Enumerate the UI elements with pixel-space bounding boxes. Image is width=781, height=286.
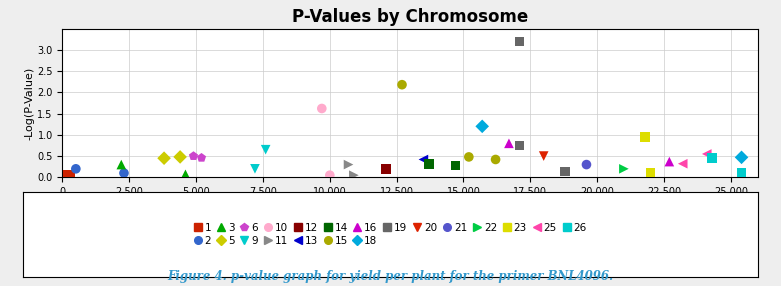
Point	[559, 169, 572, 174]
Point	[676, 161, 689, 166]
Point	[115, 162, 127, 167]
Point	[735, 171, 747, 175]
Point	[449, 163, 462, 168]
Point	[248, 166, 261, 171]
Point	[62, 172, 74, 177]
X-axis label: Position: Position	[388, 200, 432, 210]
Point	[644, 171, 657, 175]
Point	[323, 173, 336, 178]
Point	[513, 39, 526, 44]
Point	[423, 161, 435, 166]
Point	[537, 154, 550, 158]
Point	[663, 159, 676, 164]
Point	[259, 147, 272, 152]
Point	[476, 124, 488, 129]
Point	[396, 82, 408, 87]
Point	[701, 152, 713, 156]
Point	[503, 141, 515, 146]
Point	[342, 162, 355, 167]
Point	[513, 143, 526, 148]
Point	[158, 156, 170, 160]
Point	[348, 173, 360, 178]
Y-axis label: -Log(P-Value): -Log(P-Value)	[24, 66, 34, 140]
Point	[174, 155, 187, 159]
Text: Figure 4. p-value graph for yield per plant for the primer BNL4096.: Figure 4. p-value graph for yield per pl…	[167, 270, 614, 283]
Point	[462, 155, 475, 159]
Point	[639, 135, 651, 139]
Point	[735, 155, 747, 160]
Point	[580, 162, 593, 167]
Title: P-Values by Chromosome: P-Values by Chromosome	[292, 8, 528, 26]
Point	[70, 166, 82, 171]
Point	[64, 173, 77, 178]
Point	[490, 157, 502, 162]
Point	[316, 106, 328, 111]
Point	[195, 156, 208, 160]
Point	[179, 172, 191, 177]
Point	[618, 166, 630, 171]
Point	[417, 157, 430, 162]
Legend: 1, 2, 3, 5, 6, 9, 10, 11, 12, 13, 14, 15, 16, 18, 19, 20, 21, 22, 23, 25, 26: 1, 2, 3, 5, 6, 9, 10, 11, 12, 13, 14, 15…	[191, 220, 590, 249]
Point	[187, 154, 200, 158]
Point	[380, 166, 392, 171]
Point	[118, 171, 130, 175]
Point	[706, 156, 719, 160]
